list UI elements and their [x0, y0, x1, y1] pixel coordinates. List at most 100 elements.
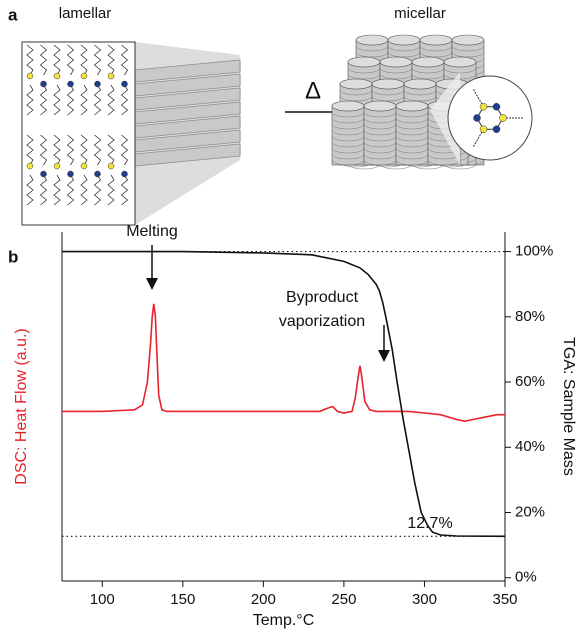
- y2-tick-label: 40%: [515, 438, 545, 455]
- alkyl-chain: [26, 44, 34, 76]
- alkyl-chain: [26, 84, 34, 116]
- disc-top: [347, 56, 381, 68]
- disc: [363, 123, 397, 130]
- disc: [395, 117, 429, 124]
- disc-top: [395, 100, 429, 112]
- x-tick-label: 300: [412, 591, 437, 608]
- atom: [67, 80, 74, 88]
- zoom-cone: [135, 42, 240, 225]
- x-axis-label: Temp.°C: [253, 612, 315, 629]
- disc-top: [419, 34, 453, 46]
- disc: [331, 141, 365, 148]
- atom: [53, 72, 61, 80]
- atom: [80, 72, 88, 80]
- disc: [395, 153, 429, 160]
- annotation-arrowhead: [146, 278, 158, 290]
- disc: [379, 67, 413, 74]
- atom: [67, 170, 74, 178]
- zoom-cone: [430, 72, 460, 165]
- alkyl-chain: [53, 44, 61, 76]
- y2-tick-label: 0%: [515, 569, 537, 586]
- diagram: [21, 34, 533, 226]
- alkyl-chain: [93, 134, 102, 166]
- alkyl-chain: [93, 174, 102, 206]
- alkyl-chain: [120, 84, 129, 116]
- disc-top: [371, 78, 405, 90]
- disc: [451, 45, 485, 52]
- disc: [451, 51, 485, 58]
- alkyl-chain: [107, 44, 115, 76]
- disc-top: [411, 56, 445, 68]
- disc: [331, 123, 365, 130]
- annotation: vaporization: [279, 313, 365, 330]
- atom: [473, 114, 481, 122]
- disc: [371, 95, 405, 102]
- annotation-arrowhead: [378, 350, 390, 362]
- disc-top: [451, 34, 485, 46]
- alkyl-chain: [66, 44, 75, 76]
- lamellar-title: lamellar: [59, 5, 112, 22]
- micellar-title: micellar: [394, 5, 446, 22]
- alkyl-chain: [26, 174, 34, 206]
- alkyl-chain: [66, 174, 75, 206]
- atom: [121, 80, 128, 88]
- disc: [395, 147, 429, 154]
- disc: [395, 159, 429, 166]
- disc: [331, 111, 365, 118]
- atom: [121, 170, 128, 178]
- disc: [403, 95, 437, 102]
- disc: [363, 147, 397, 154]
- alkyl-chain: [107, 174, 115, 206]
- disc: [395, 129, 429, 136]
- disc-top: [443, 56, 477, 68]
- disc: [363, 117, 397, 124]
- y2-tick-label: 60%: [515, 373, 545, 390]
- atom: [492, 102, 501, 111]
- alkyl-chain: [39, 134, 48, 166]
- disc: [355, 51, 389, 58]
- disc: [443, 163, 477, 170]
- annotation: Byproduct: [286, 289, 359, 306]
- disc: [379, 73, 413, 80]
- disc-top: [339, 78, 373, 90]
- alkyl-chain: [39, 44, 48, 76]
- alkyl-chain: [66, 84, 75, 116]
- alkyl-chain: [80, 84, 88, 116]
- disc: [363, 153, 397, 160]
- disc-top: [355, 34, 389, 46]
- disc: [331, 117, 365, 124]
- disc: [339, 95, 373, 102]
- x-tick-label: 200: [251, 591, 276, 608]
- alkyl-chain: [80, 44, 88, 76]
- disc: [387, 45, 421, 52]
- y2-tick-label: 100%: [515, 243, 553, 260]
- x-tick-label: 100: [90, 591, 115, 608]
- x-tick-label: 250: [331, 591, 356, 608]
- disc: [395, 141, 429, 148]
- atom: [53, 162, 61, 170]
- disc: [347, 67, 381, 74]
- disc: [387, 51, 421, 58]
- disc: [331, 135, 365, 142]
- heat-symbol: Δ: [305, 77, 321, 104]
- alkyl-chain: [120, 134, 129, 166]
- disc: [419, 45, 453, 52]
- disc: [339, 89, 373, 96]
- data-line: [62, 250, 506, 538]
- disc: [395, 123, 429, 130]
- y2-tick-label: 20%: [515, 503, 545, 520]
- atom: [94, 170, 101, 178]
- annotation: Melting: [126, 223, 178, 240]
- disc-stack: [331, 105, 365, 166]
- alkyl-chain: [93, 44, 102, 76]
- disc: [331, 129, 365, 136]
- y-axis-label: DSC: Heat Flow (a.u.): [13, 328, 30, 484]
- disc-top: [331, 100, 365, 112]
- disc: [411, 67, 445, 74]
- alkyl-chain: [120, 44, 129, 76]
- disc: [331, 159, 365, 166]
- alkyl-chain: [53, 134, 61, 166]
- annotation: 12.7%: [407, 515, 452, 532]
- y2-tick-label: 80%: [515, 308, 545, 325]
- disc: [395, 135, 429, 142]
